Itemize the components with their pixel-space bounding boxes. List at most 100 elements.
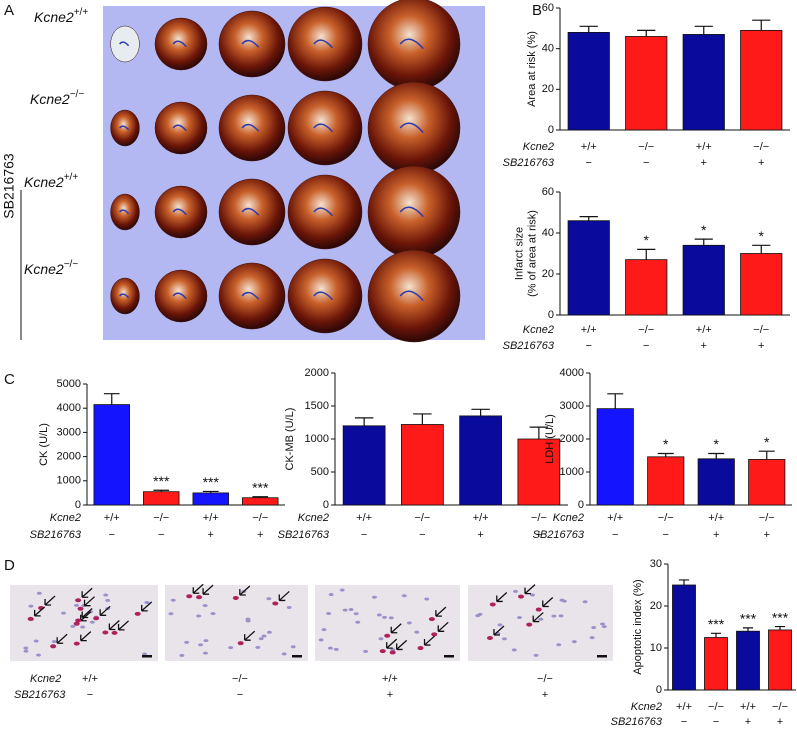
significance: *	[764, 434, 770, 450]
apoptotic-nucleus	[73, 641, 80, 646]
y-axis-label: CK-MB (U/L)	[284, 408, 296, 471]
x-tick-label: +/+	[676, 701, 692, 713]
y-tick-label: 0	[656, 684, 662, 696]
y-tick-label: 20	[542, 268, 554, 280]
arrow	[496, 591, 508, 603]
x-tick-label: +/+	[696, 324, 712, 336]
nucleus	[245, 619, 251, 623]
nucleus	[501, 637, 507, 641]
heart-slice	[154, 17, 208, 71]
apoptotic-nucleus	[232, 596, 239, 601]
nucleus	[378, 637, 384, 641]
nucleus	[74, 603, 80, 607]
error-bar	[637, 248, 656, 260]
x-row-label: Kcne2	[50, 512, 81, 524]
heart-slice	[287, 6, 363, 82]
y-tick-label: 20	[650, 600, 662, 612]
arrow	[244, 630, 256, 641]
gene: Kcne2	[24, 174, 64, 190]
y-tick-label: 0	[323, 499, 329, 511]
error-bar	[579, 216, 598, 221]
bar	[401, 424, 444, 506]
error-bar	[752, 19, 771, 31]
infarct-streak	[119, 293, 130, 299]
x-tick-label: −	[713, 716, 719, 728]
infarct-streak	[399, 38, 424, 50]
x-tick-label: −	[663, 529, 669, 541]
apoptotic-nucleus	[93, 616, 100, 621]
y-tick-label: 1000	[560, 466, 584, 478]
x-tick-label: +/+	[356, 512, 372, 524]
x-tick-label: −/−	[772, 701, 788, 713]
infarct-streak	[172, 124, 187, 132]
panel-label: A	[4, 2, 14, 19]
genotype: −/−	[70, 89, 85, 100]
y-tick-label: 4000	[560, 367, 584, 379]
arrow	[81, 587, 93, 598]
y-tick-label: 0	[578, 499, 584, 511]
nucleus	[36, 653, 42, 657]
apoptotic-nucleus	[417, 646, 424, 651]
nucleus	[558, 614, 564, 618]
treatment-label: −	[237, 689, 243, 701]
y-tick-label: 0	[548, 124, 554, 136]
panel-label: C	[4, 371, 15, 388]
heart-slice	[367, 249, 461, 343]
nucleus	[371, 595, 377, 599]
x-row-label: Kcne2	[298, 512, 329, 524]
panel-label: D	[4, 557, 15, 574]
significance: ***	[153, 473, 170, 489]
nucleus	[228, 646, 234, 650]
bar	[625, 36, 668, 131]
x-tick-label: +/+	[203, 512, 219, 524]
apoptotic-nucleus	[134, 611, 141, 616]
nucleus	[255, 645, 261, 649]
x-tick-label: +/+	[740, 701, 756, 713]
error-bar	[252, 496, 269, 498]
error-bar	[354, 417, 374, 426]
nucleus	[28, 604, 34, 608]
x-tick-label: +/+	[708, 512, 724, 524]
nucleus	[516, 616, 522, 620]
x-tick-label: −	[643, 340, 649, 352]
heart-slice	[287, 90, 363, 166]
infarct-streak	[241, 207, 260, 216]
nucleus	[601, 625, 607, 629]
nucleus	[23, 649, 29, 653]
x-tick-label: −	[361, 529, 367, 541]
y-tick-label: 3000	[560, 400, 584, 412]
x-tick-label: +	[477, 529, 483, 541]
error-bar	[694, 25, 713, 35]
x-row-label: SB216763	[30, 529, 82, 541]
x-tick-label: −	[586, 157, 592, 169]
apoptotic-nucleus	[384, 633, 391, 638]
nucleus	[333, 647, 339, 651]
error-bar	[607, 393, 624, 409]
apoptotic-nucleus	[73, 621, 80, 626]
bar	[567, 32, 610, 131]
y-axis-label: Infarct size	[513, 227, 525, 280]
y-tick-label: 40	[542, 227, 554, 239]
apoptotic-nucleus	[27, 616, 34, 621]
genotype-label: +/+	[82, 673, 98, 685]
y-axis-label: Apoptotic index (%)	[632, 579, 644, 674]
bar	[697, 458, 735, 506]
bar	[93, 404, 130, 506]
arrow	[192, 583, 204, 594]
genotype: +/+	[74, 7, 89, 18]
nucleus	[538, 617, 544, 621]
nucleus	[258, 637, 264, 641]
bar	[682, 244, 725, 316]
nucleus	[202, 651, 208, 655]
y-tick-label: 2000	[560, 433, 584, 445]
significance: ***	[252, 479, 269, 495]
infarct-streak	[241, 39, 260, 48]
error-bar	[742, 627, 754, 632]
infarct-streak	[119, 41, 130, 47]
apoptotic-nucleus	[186, 594, 193, 599]
nucleus	[551, 614, 557, 618]
x-tick-label: +	[777, 716, 783, 728]
y-tick-label: 40	[542, 43, 554, 55]
y-tick-label: 3000	[57, 426, 81, 438]
